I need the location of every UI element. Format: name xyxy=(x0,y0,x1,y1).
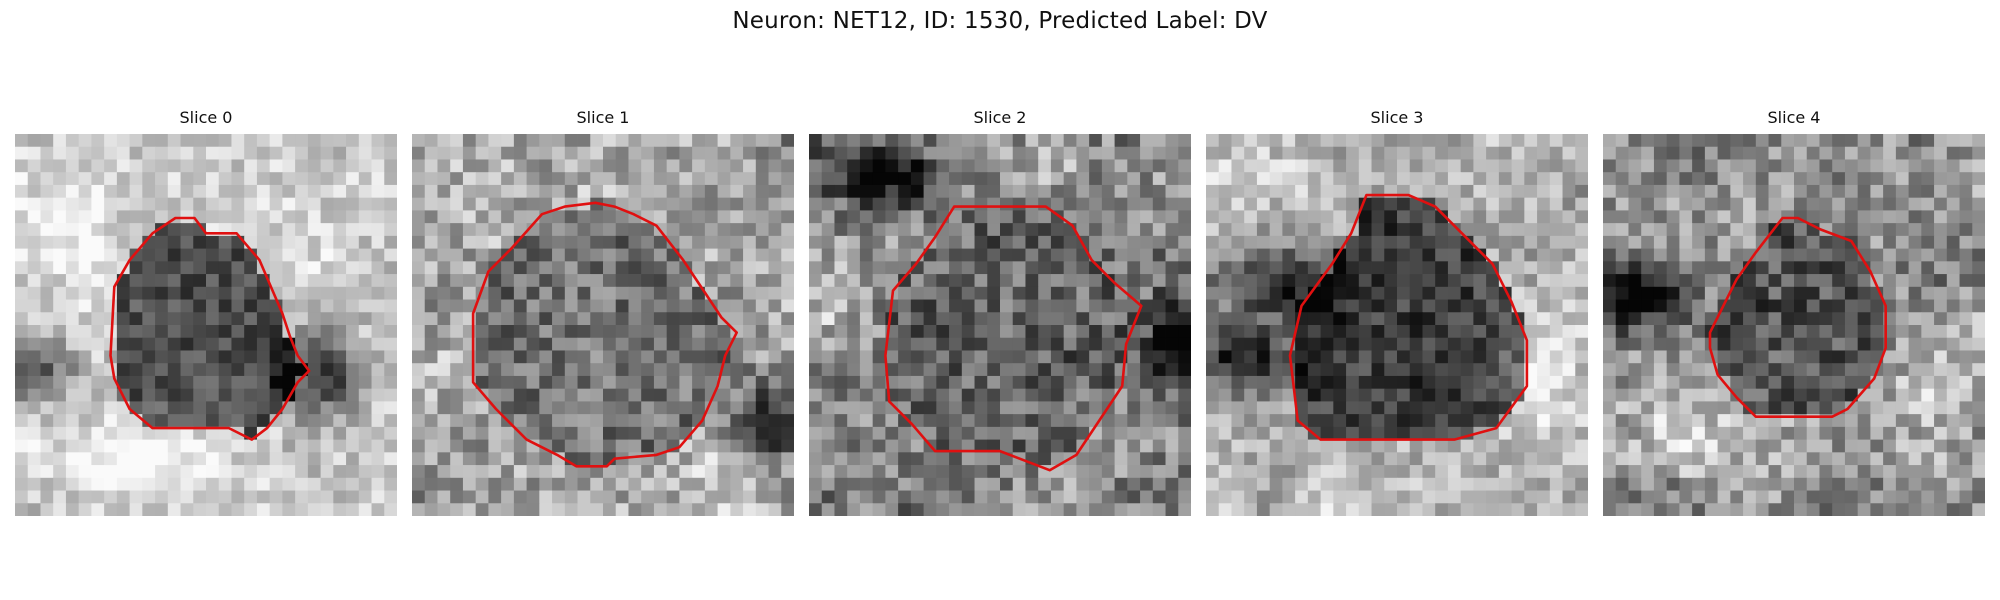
panel-slice-0: Slice 0 xyxy=(15,108,397,520)
panel-title: Slice 1 xyxy=(576,108,630,127)
slice-image xyxy=(809,134,1191,516)
cell-contour xyxy=(884,205,1143,472)
panel-title: Slice 0 xyxy=(179,108,233,127)
slice-image xyxy=(1603,134,1985,516)
pixel-grid xyxy=(412,134,794,516)
cell-contour xyxy=(109,216,311,441)
panel-slice-4: Slice 4 xyxy=(1603,108,1985,520)
pixel-grid xyxy=(1206,134,1588,516)
pixel-grid xyxy=(15,134,397,516)
figure-title: Neuron: NET12, ID: 1530, Predicted Label… xyxy=(732,8,1268,34)
panel-title: Slice 4 xyxy=(1767,108,1821,127)
cell-contour xyxy=(1708,216,1888,419)
pixel-grid xyxy=(1603,134,1985,516)
panel-slice-2: Slice 2 xyxy=(809,108,1191,520)
panel-slice-3: Slice 3 xyxy=(1206,108,1588,520)
panel-slice-1: Slice 1 xyxy=(412,108,794,520)
panel-title: Slice 3 xyxy=(1370,108,1424,127)
cell-contour xyxy=(471,201,739,468)
slice-image xyxy=(15,134,397,516)
slice-image xyxy=(1206,134,1588,516)
cell-contour xyxy=(1288,193,1529,441)
panel-title: Slice 2 xyxy=(973,108,1027,127)
slice-image xyxy=(412,134,794,516)
pixel-grid xyxy=(809,134,1191,516)
